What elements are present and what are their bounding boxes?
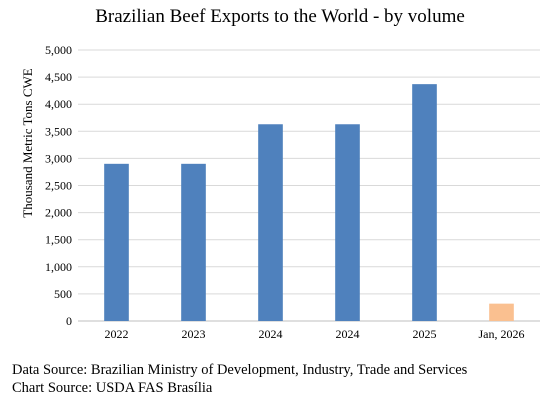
x-tick-label: Jan, 2026 [479,327,525,341]
y-tick-label: 4,500 [45,70,72,84]
data-source-note: Data Source: Brazilian Ministry of Devel… [12,362,468,378]
y-tick-label: 4,000 [45,97,72,111]
chart-source-note: Chart Source: USDA FAS Brasília [12,380,213,396]
y-tick-label: 2,500 [45,179,72,193]
x-axis-ticks: 2022 2023 2024 2024 2025 Jan, 2026 [105,327,525,341]
bar [258,124,283,321]
y-tick-label: 0 [66,314,72,328]
gridlines [78,49,540,322]
x-tick-label: 2024 [259,327,283,341]
bar [181,163,206,321]
x-tick-label: 2022 [105,327,129,341]
y-tick-label: 5,000 [45,43,72,57]
y-tick-label: 1,500 [45,233,72,247]
y-tick-label: 500 [54,287,72,301]
x-tick-label: 2025 [413,327,437,341]
y-axis-label: Thousand Metric Tons CWE [20,68,35,217]
y-tick-label: 2,000 [45,206,72,220]
chart-title: Brazilian Beef Exports to the World - by… [95,6,465,27]
bar-series [104,84,514,321]
bar [104,163,129,321]
y-axis-ticks: 0 500 1,000 1,500 2,000 2,500 3,000 3,500 4,000 4… [45,43,72,328]
y-tick-label: 3,500 [45,124,72,138]
y-tick-label: 1,000 [45,260,72,274]
y-tick-label: 3,000 [45,151,72,165]
x-tick-label: 2023 [182,327,206,341]
bar [335,124,360,321]
bar [489,303,514,321]
bar [412,84,437,321]
x-tick-label: 2024 [336,327,360,341]
